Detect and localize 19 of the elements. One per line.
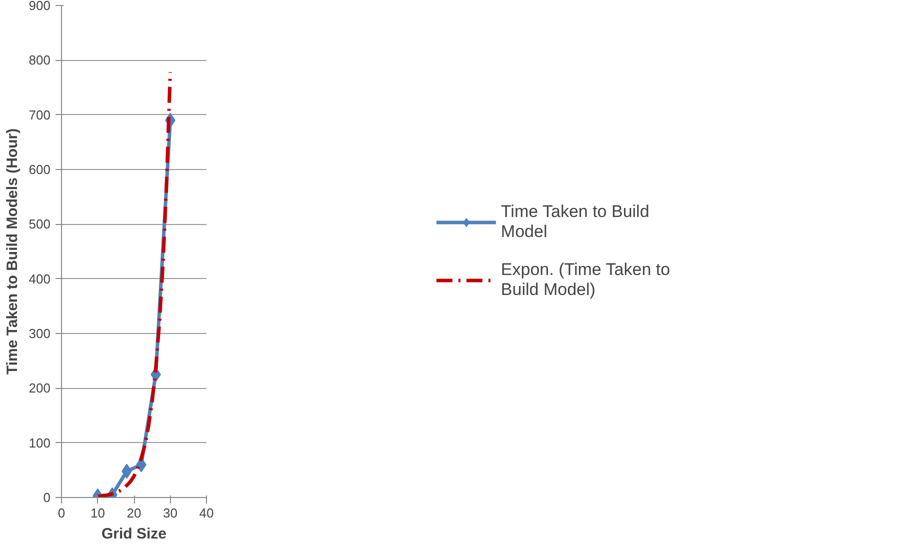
y-tick-label: 0 bbox=[43, 490, 51, 505]
y-tick-label: 400 bbox=[28, 271, 51, 286]
y-tick-label: 900 bbox=[28, 0, 51, 13]
x-tick-label: 20 bbox=[126, 506, 142, 520]
x-tick-label: 40 bbox=[199, 506, 214, 520]
y-tick-label: 100 bbox=[28, 435, 51, 450]
y-tick-label: 500 bbox=[28, 216, 51, 232]
y-tick-label: 700 bbox=[28, 107, 51, 122]
y-tick-label: 200 bbox=[28, 380, 51, 396]
legend-label: Expon. (Time Taken to Build Model) bbox=[500, 260, 670, 300]
x-tick-label: 0 bbox=[58, 506, 66, 520]
x-tick-label: 10 bbox=[90, 506, 105, 520]
x-axis-title: Grid Size bbox=[101, 526, 167, 542]
y-tick-label: 600 bbox=[28, 162, 51, 177]
y-tick-label: 800 bbox=[28, 52, 51, 68]
legend-label: Time Taken to Build Model bbox=[500, 202, 650, 242]
y-tick-label: 300 bbox=[28, 326, 51, 341]
y-axis-title: Time Taken to Build Models (Hour) bbox=[4, 128, 21, 375]
x-tick-label: 30 bbox=[163, 506, 178, 520]
